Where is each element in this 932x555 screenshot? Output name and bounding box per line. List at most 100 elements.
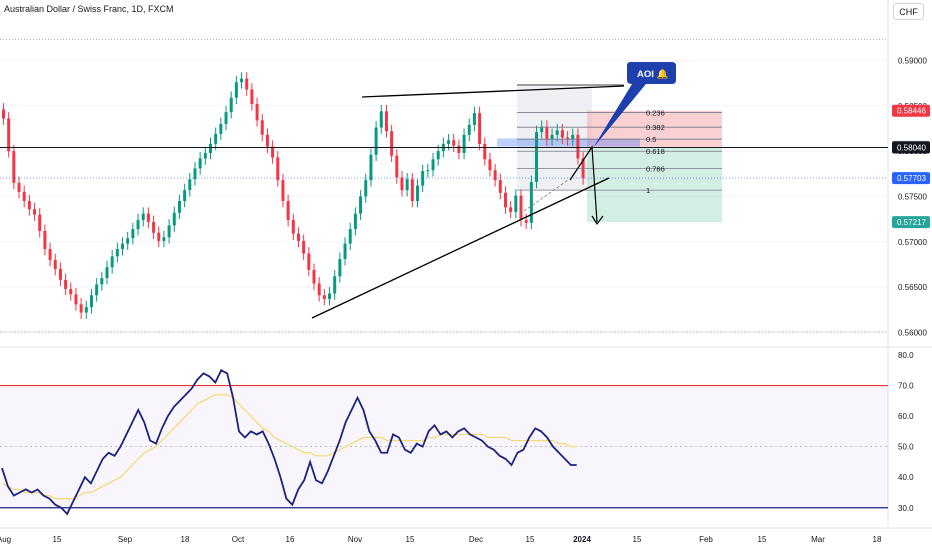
- candle-body: [353, 213, 357, 230]
- fib-level-label: 0.382: [646, 123, 665, 132]
- candle-body: [535, 132, 539, 182]
- candle-body: [364, 180, 368, 197]
- candle-body: [84, 307, 88, 313]
- time-tick-label: 16: [286, 535, 295, 544]
- candle-body: [89, 295, 93, 308]
- aoi-band: [497, 138, 640, 147]
- currency-button[interactable]: CHF: [893, 3, 924, 20]
- price-label-text: 0.58446: [897, 107, 926, 116]
- candle-body: [519, 195, 523, 221]
- candle-body: [74, 294, 78, 305]
- candle-body: [374, 127, 378, 155]
- candle-body: [209, 143, 212, 153]
- candle-body: [467, 124, 471, 135]
- candle-body: [250, 89, 254, 104]
- candle-body: [509, 207, 513, 212]
- rsi-ma-line: [1, 394, 577, 500]
- candle-body: [172, 212, 176, 226]
- projection-path: [569, 145, 598, 223]
- candle-body: [566, 137, 570, 140]
- candle-body: [560, 130, 564, 138]
- candle-body: [224, 112, 228, 124]
- candle-body: [390, 131, 394, 156]
- candle-body: [333, 276, 337, 294]
- candle-body: [255, 103, 259, 121]
- candle-body: [436, 151, 440, 160]
- candle-body: [131, 229, 135, 239]
- price-tick-label: 0.57000: [898, 238, 927, 247]
- aoi-callout-shape: [593, 62, 676, 148]
- stop-loss-zone: [587, 110, 722, 147]
- candle-body: [410, 179, 414, 202]
- candle-body: [359, 196, 363, 214]
- candle-body: [307, 253, 311, 270]
- candle-body: [53, 259, 57, 270]
- fib-level-label: 1: [646, 186, 650, 195]
- projection-arrowhead: [591, 215, 604, 226]
- candle-body: [322, 295, 326, 299]
- candle-body: [105, 267, 109, 279]
- candle-body: [550, 134, 554, 140]
- candle-body: [271, 146, 275, 158]
- candle-body: [38, 214, 42, 231]
- aoi-callout-label: AOI 🔔: [637, 68, 669, 80]
- candle-body: [462, 134, 466, 153]
- candle-body: [545, 126, 549, 140]
- rsi-tick-label: 80.0: [898, 351, 914, 360]
- time-tick-label: Mar: [811, 535, 825, 544]
- rsi-line: [1, 369, 577, 516]
- candle-body: [483, 143, 487, 160]
- candle-body: [488, 159, 492, 171]
- time-tick-label: 18: [181, 535, 190, 544]
- price-tick-label: 0.57500: [898, 192, 927, 201]
- candle-body: [286, 201, 290, 221]
- candle-body: [503, 192, 507, 208]
- time-tick-label: Dec: [469, 535, 483, 544]
- chart-title: Australian Dollar / Swiss Franc, 1D, FXC…: [4, 4, 174, 14]
- candle-body: [229, 97, 233, 113]
- candle-body: [431, 159, 435, 171]
- candle-body: [198, 158, 202, 169]
- candle-body: [395, 155, 399, 178]
- candle-body: [421, 171, 425, 186]
- candle-body: [183, 190, 187, 202]
- candle-body: [152, 221, 156, 233]
- candle-body: [493, 170, 497, 181]
- price-label-text: 0.58040: [897, 144, 926, 153]
- candle-body: [447, 140, 451, 144]
- take-profit-zone: [587, 146, 722, 223]
- candle-body: [126, 238, 130, 244]
- candle-body: [100, 278, 104, 285]
- candle-body: [121, 243, 125, 250]
- fib-level-label: 0.786: [646, 164, 665, 173]
- time-tick-label: Aug: [0, 535, 11, 544]
- candle-body: [478, 113, 482, 144]
- time-tick-label: 18: [873, 535, 882, 544]
- price-label-box: [892, 141, 930, 154]
- candle-body: [555, 130, 559, 135]
- candle-body: [379, 111, 383, 128]
- candle-body: [343, 243, 347, 260]
- candle-body: [245, 78, 249, 90]
- fib-level-label: 0.618: [646, 147, 665, 156]
- candle-body: [43, 230, 47, 250]
- rsi-tick-label: 30.0: [898, 504, 914, 513]
- candle-body: [281, 180, 285, 202]
- price-tick-label: 0.56500: [898, 283, 927, 292]
- candle-body: [177, 201, 181, 213]
- candle-body: [141, 213, 145, 221]
- price-tick-label: 0.59000: [898, 56, 927, 65]
- candle-body: [348, 229, 352, 244]
- time-tick-label: Oct: [232, 535, 245, 544]
- candle-body: [576, 134, 580, 159]
- candle-body: [22, 191, 26, 202]
- time-tick-label: Feb: [699, 535, 713, 544]
- candle-body: [405, 179, 409, 191]
- candle-body: [498, 180, 502, 193]
- time-tick-label: 15: [633, 535, 642, 544]
- candle-body: [115, 249, 119, 257]
- candle-body: [146, 213, 150, 222]
- candle-body: [296, 233, 300, 241]
